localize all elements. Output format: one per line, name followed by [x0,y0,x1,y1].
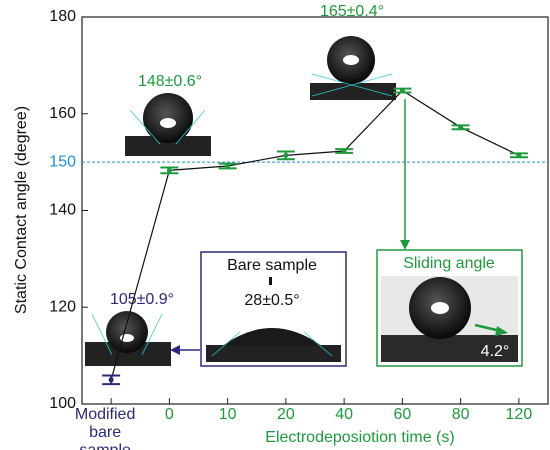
x-tick-label: 120 [475,406,550,424]
annotation: 28±0.5° [244,292,299,309]
chart: 148±0.6° 165±0.4° 105±0.9° Bare sample 2… [0,0,550,450]
annotation: 148±0.6° [138,73,202,90]
data-point [400,88,405,93]
y-axis-title: Static Contact angle (degree) [13,106,30,314]
droplet-photo [310,36,396,100]
annotation: 165±0.4° [320,3,384,20]
reference-label: 150 [49,153,76,170]
arrow [400,99,410,250]
data-point [283,153,288,158]
annotation: 4.2° [481,343,510,360]
annotation: Bare sample [227,257,317,274]
y-tick-label: 160 [49,105,76,122]
chart-page: 148±0.6° 165±0.4° 105±0.9° Bare sample 2… [0,0,550,450]
y-tick-label: 140 [49,202,76,219]
data-point [109,377,114,382]
y-tick-label: 180 [49,8,76,25]
annotation: Sliding angle [403,255,495,272]
data-point [458,125,463,130]
y-tick-label: 120 [49,298,76,315]
data-point [167,168,172,173]
droplet-photo [125,93,211,156]
data-point [225,163,230,168]
x-axis-title: Electrodeposiotion time (s) [265,429,454,446]
annotation: 105±0.9° [110,291,174,308]
arrow [170,345,200,355]
data-point [516,153,521,158]
data-point [342,148,347,153]
